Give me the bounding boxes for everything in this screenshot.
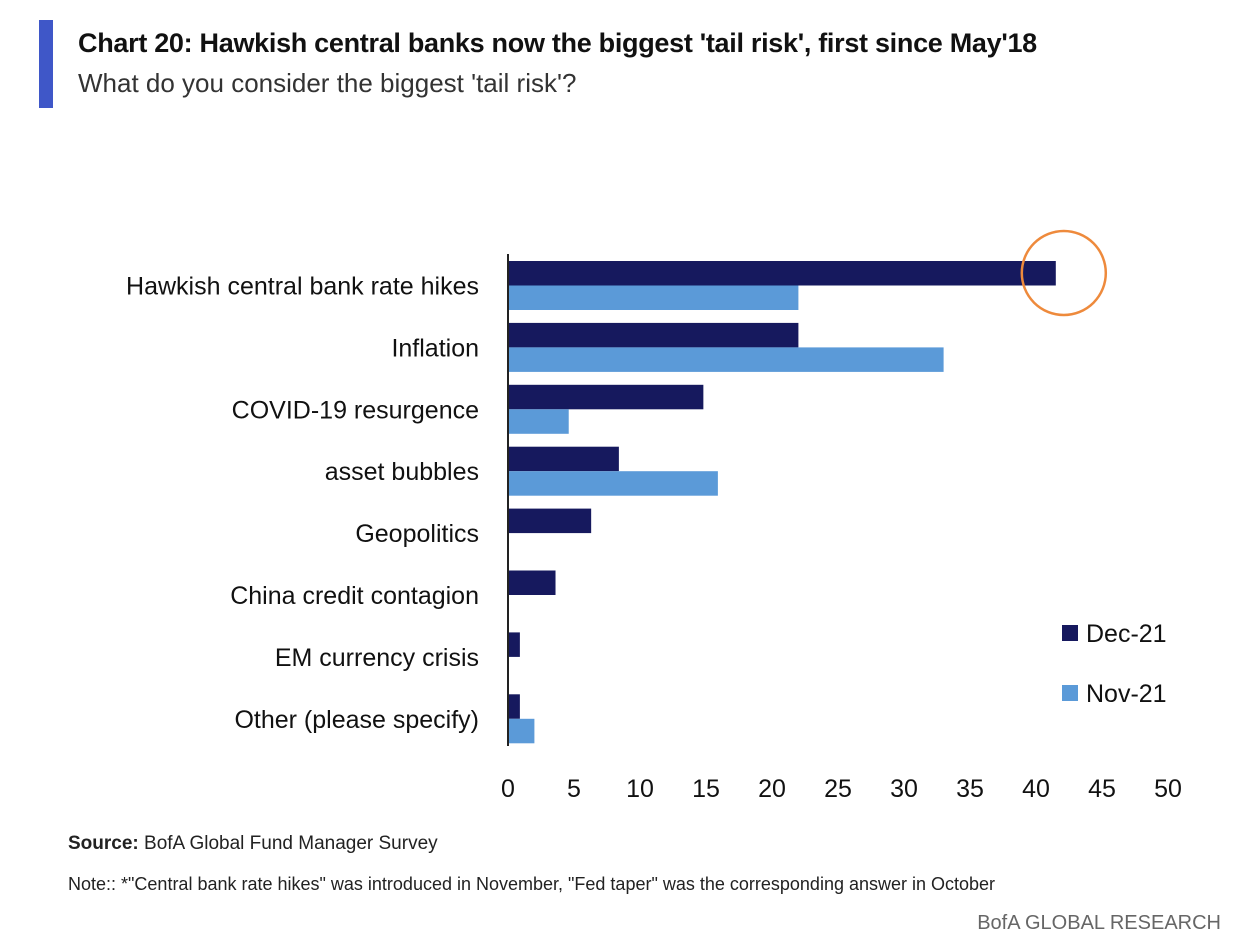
- x-tick-label: 45: [1088, 775, 1116, 803]
- category-label: Inflation: [391, 334, 479, 362]
- legend-label-nov-21: Nov-21: [1086, 680, 1167, 708]
- x-tick-label: 25: [824, 775, 852, 803]
- bar-nov-21-8: [508, 718, 535, 744]
- x-tick-label: 30: [890, 775, 918, 803]
- category-label: Hawkish central bank rate hikes: [126, 273, 479, 301]
- title-accent-bar: [39, 20, 53, 108]
- category-label: COVID-19 resurgence: [232, 396, 479, 424]
- legend-label-dec-21: Dec-21: [1086, 620, 1167, 648]
- bar-dec-21-3: [508, 384, 704, 410]
- bar-dec-21-5: [508, 508, 592, 534]
- x-tick-label: 35: [956, 775, 984, 803]
- legend-swatch-nov-21: [1062, 685, 1078, 701]
- source-text: BofA Global Fund Manager Survey: [144, 833, 438, 854]
- bar-dec-21-6: [508, 570, 556, 595]
- x-tick-label: 5: [567, 775, 581, 803]
- highlight-circle: [1020, 229, 1108, 317]
- source-line: Source: BofA Global Fund Manager Survey: [68, 833, 438, 855]
- chart-subtitle: What do you consider the biggest 'tail r…: [78, 68, 577, 98]
- bar-dec-21-2: [508, 322, 799, 348]
- x-tick-label: 15: [692, 775, 720, 803]
- x-tick-label: 40: [1022, 775, 1050, 803]
- source-label: Source:: [68, 833, 139, 854]
- category-label: EM currency crisis: [275, 644, 479, 672]
- bar-nov-21-3: [508, 409, 569, 434]
- bar-dec-21-8: [508, 694, 520, 719]
- bar-nov-21-2: [508, 347, 944, 372]
- legend-swatch-dec-21: [1062, 625, 1078, 641]
- x-tick-label: 50: [1154, 775, 1182, 803]
- x-tick-label: 20: [758, 775, 786, 803]
- bar-dec-21-7: [508, 632, 520, 657]
- bar-dec-21-4: [508, 446, 619, 472]
- bar-nov-21-1: [508, 285, 799, 310]
- brand-label: BofA GLOBAL RESEARCH: [977, 912, 1221, 934]
- category-label: Other (please specify): [234, 706, 479, 734]
- bar-dec-21-1: [508, 261, 1056, 286]
- x-tick-label: 10: [626, 775, 654, 803]
- chart-title: Chart 20: Hawkish central banks now the …: [78, 28, 1037, 58]
- x-tick-label: 0: [501, 775, 515, 803]
- category-label: Geopolitics: [355, 520, 479, 548]
- category-label: asset bubbles: [325, 458, 479, 486]
- category-label: China credit contagion: [230, 582, 479, 610]
- bar-nov-21-4: [508, 471, 718, 496]
- note-line: Note:: *"Central bank rate hikes" was in…: [68, 874, 996, 894]
